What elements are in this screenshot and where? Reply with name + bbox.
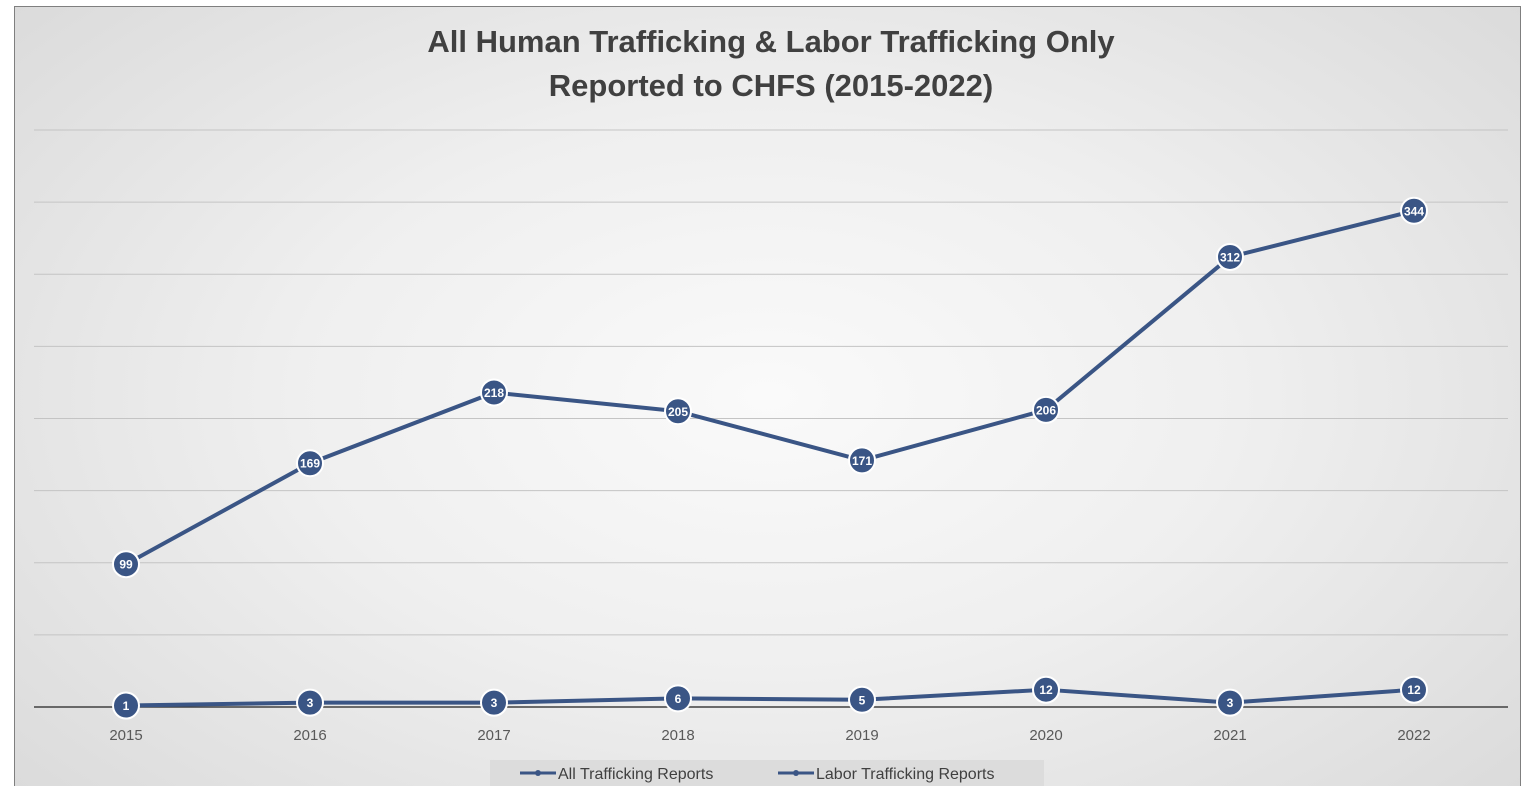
data-label: 12: [1039, 683, 1053, 697]
x-tick-label: 2022: [1397, 727, 1430, 744]
legend: All Trafficking Reports Labor Trafficking…: [490, 760, 1044, 786]
data-point: [1032, 395, 1060, 424]
x-tick-label: 2018: [661, 727, 694, 744]
data-label: 1: [123, 699, 130, 713]
series-line: [125, 208, 1415, 566]
data-label: 344: [1404, 204, 1424, 218]
data-point: [1032, 675, 1060, 704]
series-1: 99 169 218 205 171 206 312 344: [112, 196, 1428, 579]
series-2: 1 3 3 6 5 12 3 12: [112, 675, 1428, 720]
x-tick-label: 2017: [477, 727, 510, 744]
data-point: [1400, 675, 1428, 704]
data-label: 205: [668, 405, 688, 419]
x-axis: 2015 2016 2017 2018 2019 2020 2021 2022: [34, 706, 1508, 744]
data-point: [296, 449, 324, 478]
data-point: [848, 446, 876, 475]
data-label: 99: [119, 558, 133, 572]
data-label: 171: [852, 454, 872, 468]
data-point: [848, 685, 876, 714]
data-point: [1400, 196, 1428, 225]
legend-label: All Trafficking Reports: [558, 766, 713, 783]
legend-item: All Trafficking Reports: [520, 766, 713, 783]
data-label: 206: [1036, 403, 1056, 417]
series-line: [125, 687, 1415, 708]
legend-box: [490, 760, 1044, 786]
data-point: [480, 688, 508, 717]
data-label: 312: [1220, 250, 1240, 264]
x-tick-label: 2020: [1029, 727, 1062, 744]
x-tick-label: 2016: [293, 727, 326, 744]
data-point: [296, 688, 324, 717]
data-point: [480, 378, 508, 407]
x-tick-label: 2021: [1213, 727, 1246, 744]
data-point: [664, 397, 692, 426]
data-label: 3: [1227, 696, 1234, 710]
data-label: 3: [491, 696, 498, 710]
legend-label: Labor Trafficking Reports: [816, 766, 994, 783]
chart-title-line-2: Reported to CHFS (2015-2022): [549, 68, 993, 103]
chart-area: [14, 6, 1521, 786]
data-point: [1216, 242, 1244, 271]
chart-title-line-1: All Human Trafficking & Labor Traffickin…: [427, 24, 1115, 59]
data-point: [112, 691, 140, 720]
legend-marker: [535, 770, 541, 776]
legend-item: Labor Trafficking Reports: [778, 766, 994, 783]
data-label: 218: [484, 386, 504, 400]
gridlines: [34, 129, 1508, 636]
data-point: [1216, 688, 1244, 717]
data-label: 3: [307, 696, 314, 710]
data-point: [664, 684, 692, 713]
x-tick-label: 2019: [845, 727, 878, 744]
legend-marker: [793, 770, 799, 776]
data-point: [112, 550, 140, 579]
x-tick-label: 2015: [109, 727, 142, 744]
data-label: 12: [1407, 683, 1421, 697]
data-label: 5: [859, 693, 866, 707]
chart-title: All Human Trafficking & Labor Traffickin…: [427, 24, 1115, 103]
data-label: 6: [675, 692, 682, 706]
data-label: 169: [300, 457, 320, 471]
